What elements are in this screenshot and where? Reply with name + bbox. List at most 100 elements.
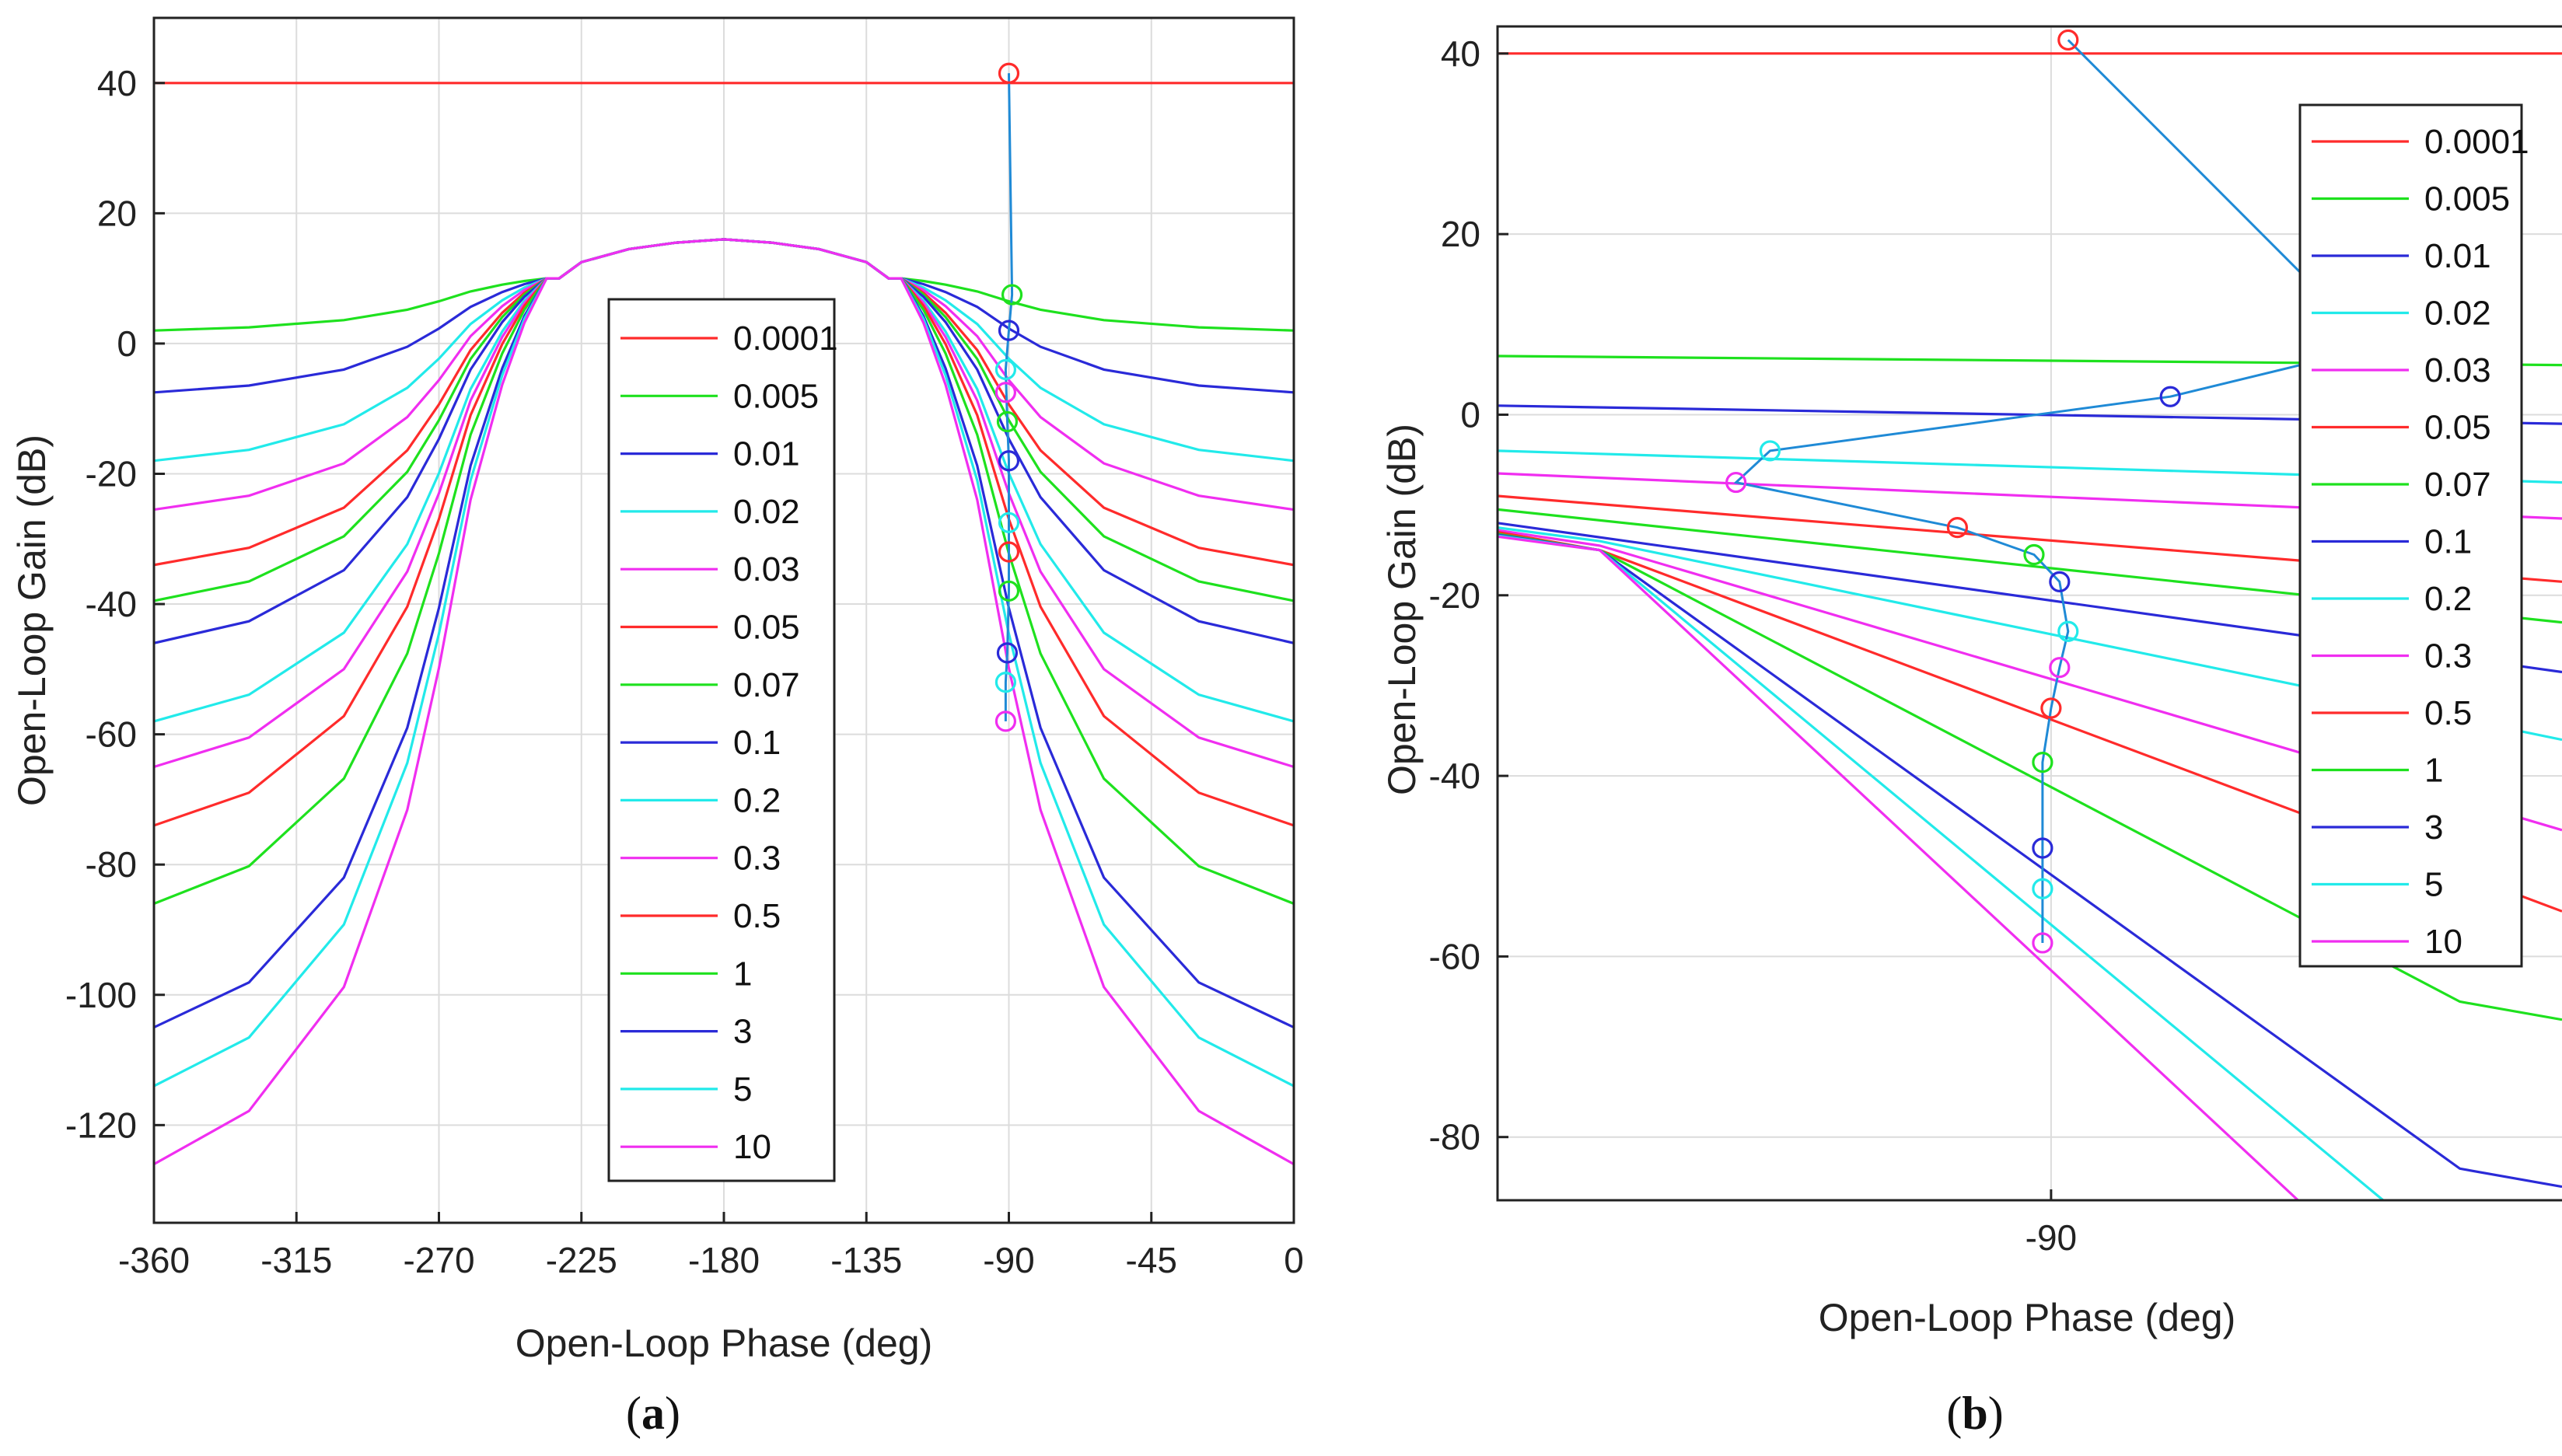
y-tick-label: 20 bbox=[97, 193, 137, 233]
y-tick-label: 40 bbox=[1441, 33, 1480, 74]
legend-label: 0.03 bbox=[733, 550, 800, 588]
ticks-a: -360 -315 -270 -225 -180 -135 -90 -45 0 40 20 0 -20 -… bbox=[65, 63, 1304, 1280]
x-tick-label: -90 bbox=[983, 1240, 1034, 1280]
x-tick-label: -90 bbox=[2025, 1217, 2077, 1258]
legend-label: 0.02 bbox=[733, 493, 800, 531]
ticks-b: -90 40 20 0 -20 -40 -60 -80 bbox=[1429, 33, 2078, 1258]
y-tick-label: 0 bbox=[1460, 394, 1480, 435]
y-axis-label-b: Open-Loop Gain (dB) bbox=[1380, 424, 1424, 795]
x-axis-label-a: Open-Loop Phase (deg) bbox=[516, 1322, 932, 1365]
x-tick-label: -225 bbox=[546, 1240, 617, 1280]
legend-label: 0.0001 bbox=[2424, 123, 2529, 161]
y-tick-label: 0 bbox=[117, 323, 137, 364]
locus-marker bbox=[1725, 471, 1747, 494]
locus-marker bbox=[2032, 752, 2053, 773]
legend-a: 0.0001 0.005 0.01 0.02 0.03 0.05 0.07 0.1 0.2 0.3… bbox=[607, 298, 838, 1182]
legend-label: 5 bbox=[2424, 866, 2443, 904]
locus-marker bbox=[2057, 29, 2079, 51]
locus-marker bbox=[996, 410, 1019, 433]
x-tick-label: -135 bbox=[830, 1240, 902, 1280]
locus-marker bbox=[994, 382, 1017, 403]
locus-marker bbox=[1946, 517, 1969, 539]
legend-label: 0.2 bbox=[2424, 580, 2472, 618]
locus-marker bbox=[2032, 932, 2053, 954]
legend-label: 0.3 bbox=[2424, 637, 2472, 676]
panel-label-a-letter: a bbox=[641, 1388, 665, 1439]
x-tick-label: -45 bbox=[1126, 1240, 1177, 1280]
locus-marker bbox=[2032, 878, 2053, 899]
y-tick-label: -80 bbox=[86, 844, 137, 885]
locus-marker bbox=[2040, 697, 2062, 719]
panel-label-a-close: ) bbox=[665, 1388, 680, 1439]
locus-marker bbox=[2032, 837, 2053, 859]
y-tick-label: 40 bbox=[97, 63, 137, 103]
legend-label: 5 bbox=[733, 1070, 752, 1109]
panel-label-a: (a) bbox=[626, 1388, 680, 1439]
y-axis-label-a: Open-Loop Gain (dB) bbox=[10, 435, 54, 806]
chart-panel-b: -90 40 20 0 -20 -40 -60 -80 Open-Loop Phase (de… bbox=[1380, 25, 2562, 1439]
locus-marker bbox=[1759, 440, 1781, 462]
y-tick-label: -20 bbox=[1429, 575, 1480, 616]
x-tick-label: 0 bbox=[1284, 1240, 1304, 1280]
legend-label: 0.05 bbox=[733, 609, 800, 647]
locus-marker bbox=[998, 580, 1020, 602]
locus-marker bbox=[998, 541, 1020, 563]
y-tick-label: -120 bbox=[65, 1105, 137, 1145]
locus-marker bbox=[998, 512, 1020, 533]
legend-label: 0.05 bbox=[2424, 409, 2491, 447]
series-line-0.2 bbox=[1498, 526, 2562, 742]
locus-group-a bbox=[994, 62, 1023, 732]
locus-marker bbox=[2159, 386, 2181, 407]
locus-marker bbox=[998, 319, 1020, 341]
locus-line bbox=[1004, 73, 1014, 721]
legend-label: 10 bbox=[733, 1128, 771, 1166]
legend-label: 1 bbox=[733, 955, 752, 993]
x-tick-label: -270 bbox=[403, 1240, 474, 1280]
legend-label: 0.07 bbox=[733, 666, 800, 704]
legend-label: 0.02 bbox=[2424, 295, 2491, 333]
x-tick-label: -180 bbox=[688, 1240, 760, 1280]
y-tick-label: -40 bbox=[86, 584, 137, 624]
legend-label: 0.3 bbox=[733, 840, 781, 878]
legend-label: 3 bbox=[2424, 808, 2443, 847]
legend-label: 10 bbox=[2424, 923, 2462, 961]
legend-label: 0.005 bbox=[733, 377, 819, 415]
legend-label: 0.0001 bbox=[733, 319, 838, 358]
panel-label-b-open: ( bbox=[1946, 1388, 1962, 1439]
y-tick-label: 20 bbox=[1441, 214, 1480, 254]
legend-label: 0.07 bbox=[2424, 466, 2491, 504]
legend-b: 0.0001 0.005 0.01 0.02 0.03 0.05 0.07 0.1 0.2 0.3… bbox=[2298, 103, 2529, 968]
panel-label-b: (b) bbox=[1946, 1388, 2003, 1439]
locus-marker bbox=[2049, 571, 2071, 592]
locus-marker bbox=[2049, 657, 2071, 679]
legend-label: 0.005 bbox=[2424, 180, 2510, 218]
legend-box bbox=[2298, 103, 2523, 968]
y-tick-label: -60 bbox=[86, 714, 137, 755]
locus-marker bbox=[998, 450, 1020, 472]
panel-label-b-close: ) bbox=[1988, 1388, 2004, 1439]
x-tick-label: -360 bbox=[118, 1240, 190, 1280]
y-tick-label: -40 bbox=[1429, 756, 1480, 796]
series-line-0.3 bbox=[1498, 529, 2562, 832]
panel-label-b-letter: b bbox=[1962, 1388, 1987, 1439]
locus-marker bbox=[996, 642, 1019, 664]
locus-marker bbox=[998, 62, 1020, 84]
legend-label: 0.5 bbox=[2424, 694, 2472, 732]
legend-label: 1 bbox=[2424, 752, 2443, 790]
legend-label: 0.2 bbox=[733, 781, 781, 819]
legend-label: 0.1 bbox=[733, 724, 781, 762]
panel-label-a-open: ( bbox=[626, 1388, 641, 1439]
x-tick-label: -315 bbox=[260, 1240, 332, 1280]
legend-label: 0.01 bbox=[2424, 237, 2491, 275]
locus-marker bbox=[994, 358, 1017, 381]
legend-label: 0.5 bbox=[733, 897, 781, 935]
legend-label: 0.1 bbox=[2424, 523, 2472, 561]
locus-marker bbox=[994, 671, 1017, 693]
locus-marker bbox=[2057, 620, 2079, 642]
x-axis-label-b: Open-Loop Phase (deg) bbox=[1819, 1296, 2235, 1339]
legend-label: 3 bbox=[733, 1013, 752, 1051]
plot-frame-b bbox=[1496, 25, 2562, 1202]
y-tick-label: -60 bbox=[1429, 936, 1480, 976]
locus-marker bbox=[994, 711, 1017, 732]
